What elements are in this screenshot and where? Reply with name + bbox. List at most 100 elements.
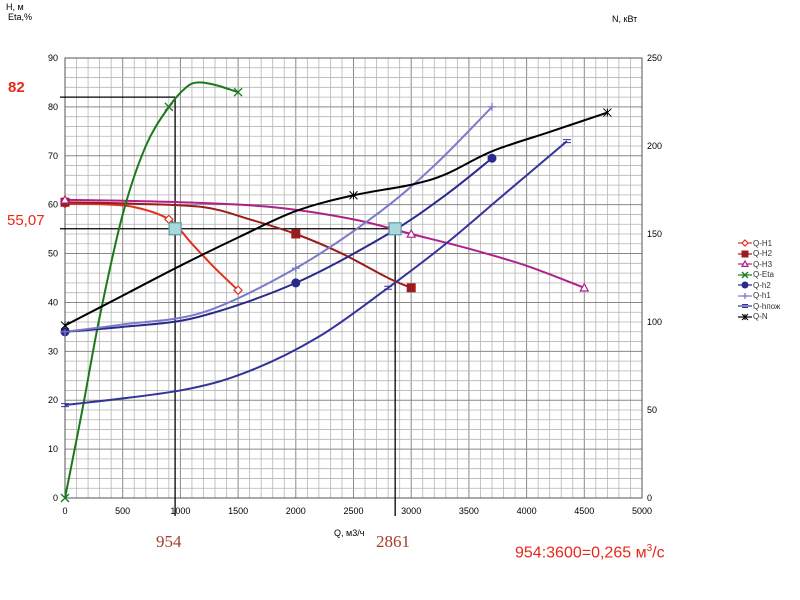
legend-swatch bbox=[738, 304, 752, 309]
chart-grid bbox=[64, 57, 643, 499]
x-axis-title: Q, м3/ч bbox=[334, 528, 365, 538]
legend-label: Q-h1 bbox=[753, 291, 771, 301]
legend-swatch bbox=[738, 260, 752, 268]
y-right-tick-label: 50 bbox=[647, 405, 657, 415]
x-tick-label: 5000 bbox=[632, 506, 652, 516]
legend-swatch bbox=[738, 271, 752, 279]
legend-swatch-marker bbox=[741, 313, 749, 321]
series-layer bbox=[64, 81, 608, 499]
legend-item: Q-hпож bbox=[738, 301, 798, 312]
data-point-q-h- bbox=[384, 285, 393, 290]
y-right-tick-label: 100 bbox=[647, 317, 662, 327]
x-tick-label: 4000 bbox=[517, 506, 537, 516]
data-point-q-n bbox=[603, 108, 612, 117]
legend-item: Q-H3 bbox=[738, 259, 798, 270]
operating-point-1 bbox=[168, 222, 182, 236]
legend-swatch-marker bbox=[741, 239, 749, 248]
chart-axes bbox=[64, 57, 643, 499]
conversion-note: 954:3600=0,265 м3/с bbox=[515, 543, 665, 562]
series-line-q-h3 bbox=[64, 198, 585, 289]
y-left-tick-label: 90 bbox=[48, 53, 58, 63]
series-line-q-h- bbox=[64, 140, 568, 407]
legend-item: Q-H1 bbox=[738, 238, 798, 249]
data-point-q-h3 bbox=[406, 228, 417, 238]
y-left-tick-label: 50 bbox=[48, 249, 58, 259]
data-point-q-eta bbox=[233, 87, 243, 97]
left-axis-title-head: H, м bbox=[6, 2, 24, 12]
legend-item: Q-Eta bbox=[738, 270, 798, 281]
series-line-q-h1 bbox=[64, 202, 239, 291]
y-left-tick-label: 60 bbox=[48, 200, 58, 210]
legend-swatch-marker bbox=[741, 271, 749, 279]
chart-legend: Q-H1 Q-H2 Q-H3 Q-Eta Q-h2 Q-h1 Q-hпож Q-N bbox=[738, 238, 798, 322]
flow-2861-label: 2861 bbox=[376, 532, 410, 551]
y-right-tick-label: 250 bbox=[647, 53, 662, 63]
legend-swatch-marker bbox=[742, 292, 748, 299]
legend-swatch-marker bbox=[740, 260, 750, 268]
legend-label: Q-H3 bbox=[753, 259, 773, 269]
right-axis-title-power: N, кВт bbox=[612, 14, 638, 24]
data-point-q-h1 bbox=[291, 264, 300, 273]
y-right-tick-label: 200 bbox=[647, 141, 662, 151]
head-value-label: 55,07 bbox=[7, 212, 45, 229]
y-left-tick-label: 70 bbox=[48, 151, 58, 161]
data-point-q-h- bbox=[562, 139, 571, 144]
operating-point-2 bbox=[388, 222, 402, 236]
legend-swatch bbox=[738, 292, 752, 299]
tick-labels: 0 500 1000 1500 2000 2500 3000 3500 4000 4500 5000… bbox=[48, 53, 662, 516]
y-left-tick-label: 30 bbox=[48, 346, 58, 356]
legend-item: Q-h1 bbox=[738, 291, 798, 302]
x-tick-label: 500 bbox=[115, 506, 130, 516]
plot-frame bbox=[64, 57, 643, 499]
y-right-tick-label: 0 bbox=[647, 493, 652, 503]
y-right-tick-label: 150 bbox=[647, 229, 662, 239]
data-point-q-h3 bbox=[579, 282, 590, 292]
data-point-q-n bbox=[60, 321, 70, 330]
legend-swatch bbox=[738, 281, 752, 289]
x-tick-label: 1000 bbox=[170, 506, 190, 516]
data-point-q-h2 bbox=[406, 283, 416, 293]
y-left-tick-label: 10 bbox=[48, 444, 58, 454]
x-tick-label: 2500 bbox=[343, 506, 363, 516]
data-point-q-h1 bbox=[233, 285, 243, 296]
legend-swatch-marker bbox=[742, 304, 748, 309]
data-point-q-h2 bbox=[291, 278, 301, 288]
data-point-q-eta bbox=[60, 493, 70, 503]
x-tick-label: 1500 bbox=[228, 506, 248, 516]
data-point-q-h- bbox=[61, 403, 69, 408]
legend-swatch bbox=[738, 250, 752, 258]
data-point-q-h2 bbox=[487, 153, 497, 163]
data-point-q-n bbox=[349, 190, 358, 200]
legend-label: Q-hпож bbox=[753, 301, 781, 311]
reference-lines bbox=[60, 96, 396, 516]
x-tick-label: 3500 bbox=[459, 506, 479, 516]
legend-swatch-marker bbox=[741, 281, 749, 289]
data-point-q-h3 bbox=[59, 194, 71, 204]
legend-swatch bbox=[738, 313, 752, 321]
x-tick-label: 0 bbox=[62, 506, 67, 516]
legend-label: Q-h2 bbox=[753, 280, 771, 290]
legend-swatch bbox=[738, 239, 752, 248]
data-point-q-h1 bbox=[487, 102, 496, 111]
legend-item: Q-H2 bbox=[738, 249, 798, 260]
series-line-q-eta bbox=[64, 81, 239, 499]
marker-layer bbox=[59, 87, 612, 503]
x-tick-label: 3000 bbox=[401, 506, 421, 516]
y-left-tick-label: 20 bbox=[48, 395, 58, 405]
legend-label: Q-Eta bbox=[753, 270, 774, 280]
x-tick-label: 4500 bbox=[574, 506, 594, 516]
data-point-q-eta bbox=[164, 102, 174, 112]
legend-label: Q-H1 bbox=[753, 238, 773, 248]
data-point-q-h2 bbox=[291, 229, 301, 239]
series-line-q-n bbox=[64, 111, 608, 327]
left-axis-title-eta: Eta,% bbox=[8, 12, 33, 22]
legend-item: Q-h2 bbox=[738, 280, 798, 291]
legend-label: Q-N bbox=[753, 312, 768, 322]
y-left-tick-label: 40 bbox=[48, 297, 58, 307]
legend-swatch-marker bbox=[741, 250, 749, 258]
legend-item: Q-N bbox=[738, 312, 798, 323]
legend-label: Q-H2 bbox=[753, 249, 773, 259]
x-tick-label: 2000 bbox=[286, 506, 306, 516]
y-left-tick-label: 80 bbox=[48, 102, 58, 112]
